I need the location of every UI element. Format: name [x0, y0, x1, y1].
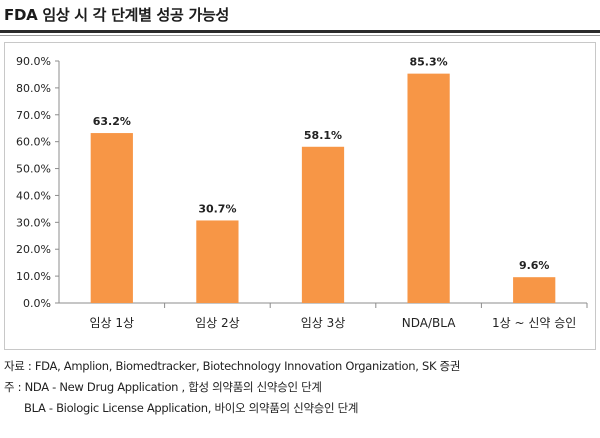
footnotes: 자료 : FDA, Amplion, Biomedtracker, Biotec…: [4, 356, 596, 419]
x-tick-label: 임상 3상: [301, 316, 346, 330]
y-tick-label: 60.0%: [16, 136, 51, 149]
data-label: 85.3%: [410, 56, 448, 69]
x-tick-label: 1상 ~ 신약 승인: [492, 315, 576, 330]
y-tick-label: 10.0%: [16, 270, 51, 283]
y-tick-label: 0.0%: [23, 297, 51, 310]
x-tick-label: 임상 2상: [195, 316, 240, 330]
y-tick-label: 70.0%: [16, 109, 51, 122]
bar: [301, 146, 345, 303]
title-divider-thin: [0, 35, 600, 36]
bar: [513, 277, 556, 303]
chart-area: 0.0% 10.0% 20.0% 30.0% 40.0% 50.0% 60.0% 70.0% 8…: [4, 42, 596, 350]
bar: [196, 220, 239, 303]
x-tick-label: 임상 1상: [90, 316, 135, 330]
source-note: 자료 : FDA, Amplion, Biomedtracker, Biotec…: [4, 359, 461, 373]
bar: [90, 133, 133, 303]
y-tick-label: 50.0%: [16, 163, 51, 176]
data-label: 30.7%: [198, 202, 236, 215]
y-tick-label: 80.0%: [16, 82, 51, 95]
y-tick-label: 30.0%: [16, 216, 51, 229]
bar-chart: 0.0% 10.0% 20.0% 30.0% 40.0% 50.0% 60.0% 70.0% 8…: [16, 55, 588, 330]
x-tick-label: NDA/BLA: [402, 316, 456, 330]
data-label: 63.2%: [93, 115, 131, 128]
y-tick-label: 90.0%: [16, 55, 51, 68]
data-label: 58.1%: [304, 129, 342, 142]
note-bla: BLA - Biologic License Application, 바이오 …: [24, 401, 359, 415]
y-tick-label: 20.0%: [16, 243, 51, 256]
bar: [407, 73, 450, 303]
chart-title: FDA 임상 시 각 단계별 성공 가능성: [4, 6, 229, 24]
data-label: 9.6%: [519, 259, 550, 272]
title-divider: [0, 30, 600, 33]
note-nda: 주 : NDA - New Drug Application , 합성 의약품의…: [4, 380, 322, 394]
y-tick-label: 40.0%: [16, 189, 51, 202]
